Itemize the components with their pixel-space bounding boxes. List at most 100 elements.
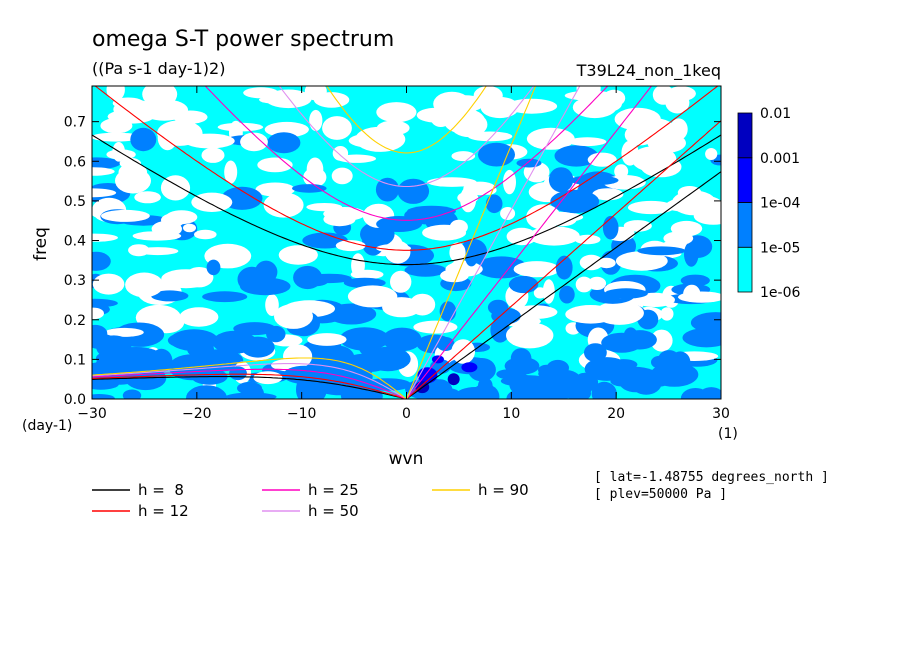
heatmap-cell [225, 392, 277, 399]
colorbar-swatch [737, 202, 753, 248]
heatmap-cell [627, 200, 675, 215]
heatmap-cell [376, 120, 410, 136]
heatmap-cell [274, 303, 313, 329]
heatmap-cell [184, 133, 235, 149]
heatmap-cell [465, 249, 478, 267]
y-tick-label: 0.7 [64, 115, 86, 131]
heatmap-cell [579, 254, 603, 271]
heatmap-cell [564, 90, 616, 101]
heatmap-cell [157, 125, 178, 151]
heatmap-cell [500, 207, 516, 220]
heatmap-cell [224, 160, 238, 184]
heatmap-cell [183, 223, 196, 233]
heatmap-cell [478, 142, 515, 167]
heatmap-cell [447, 373, 460, 386]
heatmap-cell [650, 329, 673, 352]
rossby-curve [92, 376, 407, 399]
heatmap-cell [506, 322, 554, 349]
heatmap-cell [390, 270, 412, 293]
heatmap-cell [569, 175, 619, 186]
heatmap-cell [266, 325, 286, 343]
y-tick-label: 0.5 [64, 194, 86, 210]
heatmap-cell [92, 157, 121, 170]
heatmap-cell [167, 332, 211, 349]
colorbar-label: 1e-06 [760, 285, 800, 301]
heatmap-cell [125, 272, 164, 298]
heatmap-cell [265, 294, 279, 316]
heatmap-cell [350, 269, 384, 280]
y-tick-label: 0.0 [64, 392, 86, 408]
heatmap-cell [526, 204, 561, 230]
heatmap-cell [92, 298, 118, 308]
heatmap-cell [575, 276, 593, 293]
heatmap-cell [130, 127, 157, 152]
heatmap-cell [309, 109, 323, 132]
heatmap-cell [92, 307, 104, 320]
heatmap-cell [480, 96, 519, 119]
heatmap-cell [306, 157, 324, 182]
legend-label: h = 12 [138, 502, 189, 520]
heatmap-cell [516, 158, 542, 168]
legend-label: h = 25 [308, 481, 359, 499]
heatmap-cell [101, 209, 150, 222]
gravity-curve [204, 86, 609, 221]
colorbar-label: 0.01 [760, 106, 791, 122]
y-tick-label: 0.6 [64, 154, 86, 170]
heatmap-cell [503, 169, 516, 195]
heatmap-cell [306, 273, 352, 284]
heatmap-cell [587, 276, 607, 290]
kelvin-curve [406, 120, 721, 399]
heatmap-cell [660, 307, 674, 321]
heatmap-cell [128, 244, 150, 257]
heatmap-cell [118, 163, 148, 182]
x-axis: −30 −20 −10 0 10 20 30 [77, 86, 730, 422]
heatmap-cell [477, 377, 493, 394]
heatmap-cell [173, 110, 208, 124]
x-tick-label: 0 [402, 406, 411, 422]
heatmap-cell [637, 246, 686, 256]
heatmap-cells [92, 86, 721, 399]
heatmap-cell [427, 177, 477, 187]
heatmap-cell [362, 230, 385, 256]
heatmap-cell [680, 388, 711, 399]
x-tick-label: −10 [287, 406, 317, 422]
heatmap-cell [512, 305, 558, 319]
heatmap-cell [572, 96, 617, 119]
heatmap-cell [615, 251, 668, 271]
x-tick-label: −20 [182, 406, 212, 422]
heatmap-cell [364, 346, 411, 372]
heatmap-cell [92, 167, 115, 176]
heatmap-cell [461, 362, 478, 373]
heatmap-cell [614, 164, 629, 179]
y-axis-label: freq [31, 227, 51, 261]
rossby-curve [92, 368, 407, 399]
heatmap-cell [382, 297, 421, 318]
info-latitude: [ lat=-1.48755 degrees_north ] [594, 470, 829, 485]
heatmap-cell [347, 285, 398, 308]
heatmap-cell [528, 226, 580, 246]
colorbar-label: 1e-04 [760, 196, 800, 212]
legend-label: h = 8 [138, 481, 184, 499]
colorbar-label: 0.001 [760, 151, 800, 167]
heatmap-cell [313, 92, 350, 108]
x-tick-label: 20 [607, 406, 625, 422]
heatmap-cell [397, 178, 430, 204]
heatmap-cell [92, 251, 111, 271]
heatmap-cell [439, 301, 457, 322]
y-axis: 0.0 0.1 0.2 0.3 0.4 0.5 0.6 0.7 [64, 115, 721, 408]
x-tick-label: −30 [77, 406, 107, 422]
legend-label: h = 50 [308, 502, 359, 520]
heatmap-cell [382, 327, 422, 352]
heatmap-cell [634, 292, 675, 307]
heatmap-cell [404, 263, 447, 277]
heatmap-cell [92, 394, 115, 399]
heatmap-cell [555, 255, 573, 280]
heatmap-cell [376, 102, 417, 123]
heatmap-cell [441, 111, 470, 125]
heatmap-cell [92, 233, 118, 242]
heatmap-cell [106, 86, 125, 101]
heatmap-cell [259, 95, 296, 104]
x-axis-unit: (1) [718, 426, 738, 442]
heatmap-cell [509, 373, 533, 395]
heatmap-cell [504, 357, 540, 375]
